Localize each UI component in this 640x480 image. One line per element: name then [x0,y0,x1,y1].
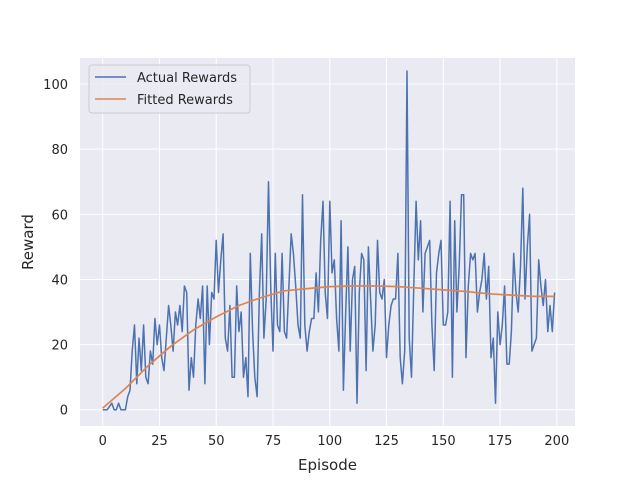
y-tick-label: 100 [43,78,68,93]
legend: Actual Rewards Fitted Rewards [88,64,251,114]
x-tick-label: 175 [488,434,513,449]
y-tick-label: 20 [51,339,68,354]
y-tick-label: 0 [60,404,68,419]
x-tick-label: 50 [208,434,225,449]
x-tick-label: 0 [99,434,107,449]
legend-label-actual-rewards: Actual Rewards [137,71,237,86]
x-tick-label: 75 [265,434,282,449]
y-tick-label: 40 [51,273,68,288]
series-line-fitted-rewards [102,285,555,409]
x-tick-label: 150 [431,434,456,449]
legend-label-fitted-rewards: Fitted Rewards [137,93,233,108]
series-line-actual-rewards [102,70,556,411]
y-tick-label: 80 [51,143,68,158]
y-axis-label: Reward [19,214,37,270]
x-tick-label: 200 [544,434,569,449]
tick-labels: 0 25 50 75 100 125 150 175 200 0 20 40 60 80 100 [43,78,569,449]
x-tick-label: 25 [151,434,168,449]
x-tick-label: 100 [317,434,342,449]
series-layer [102,70,556,411]
y-tick-label: 60 [51,208,68,223]
legend-box [88,64,251,114]
x-axis-label: Episode [298,456,357,474]
x-tick-label: 125 [374,434,399,449]
